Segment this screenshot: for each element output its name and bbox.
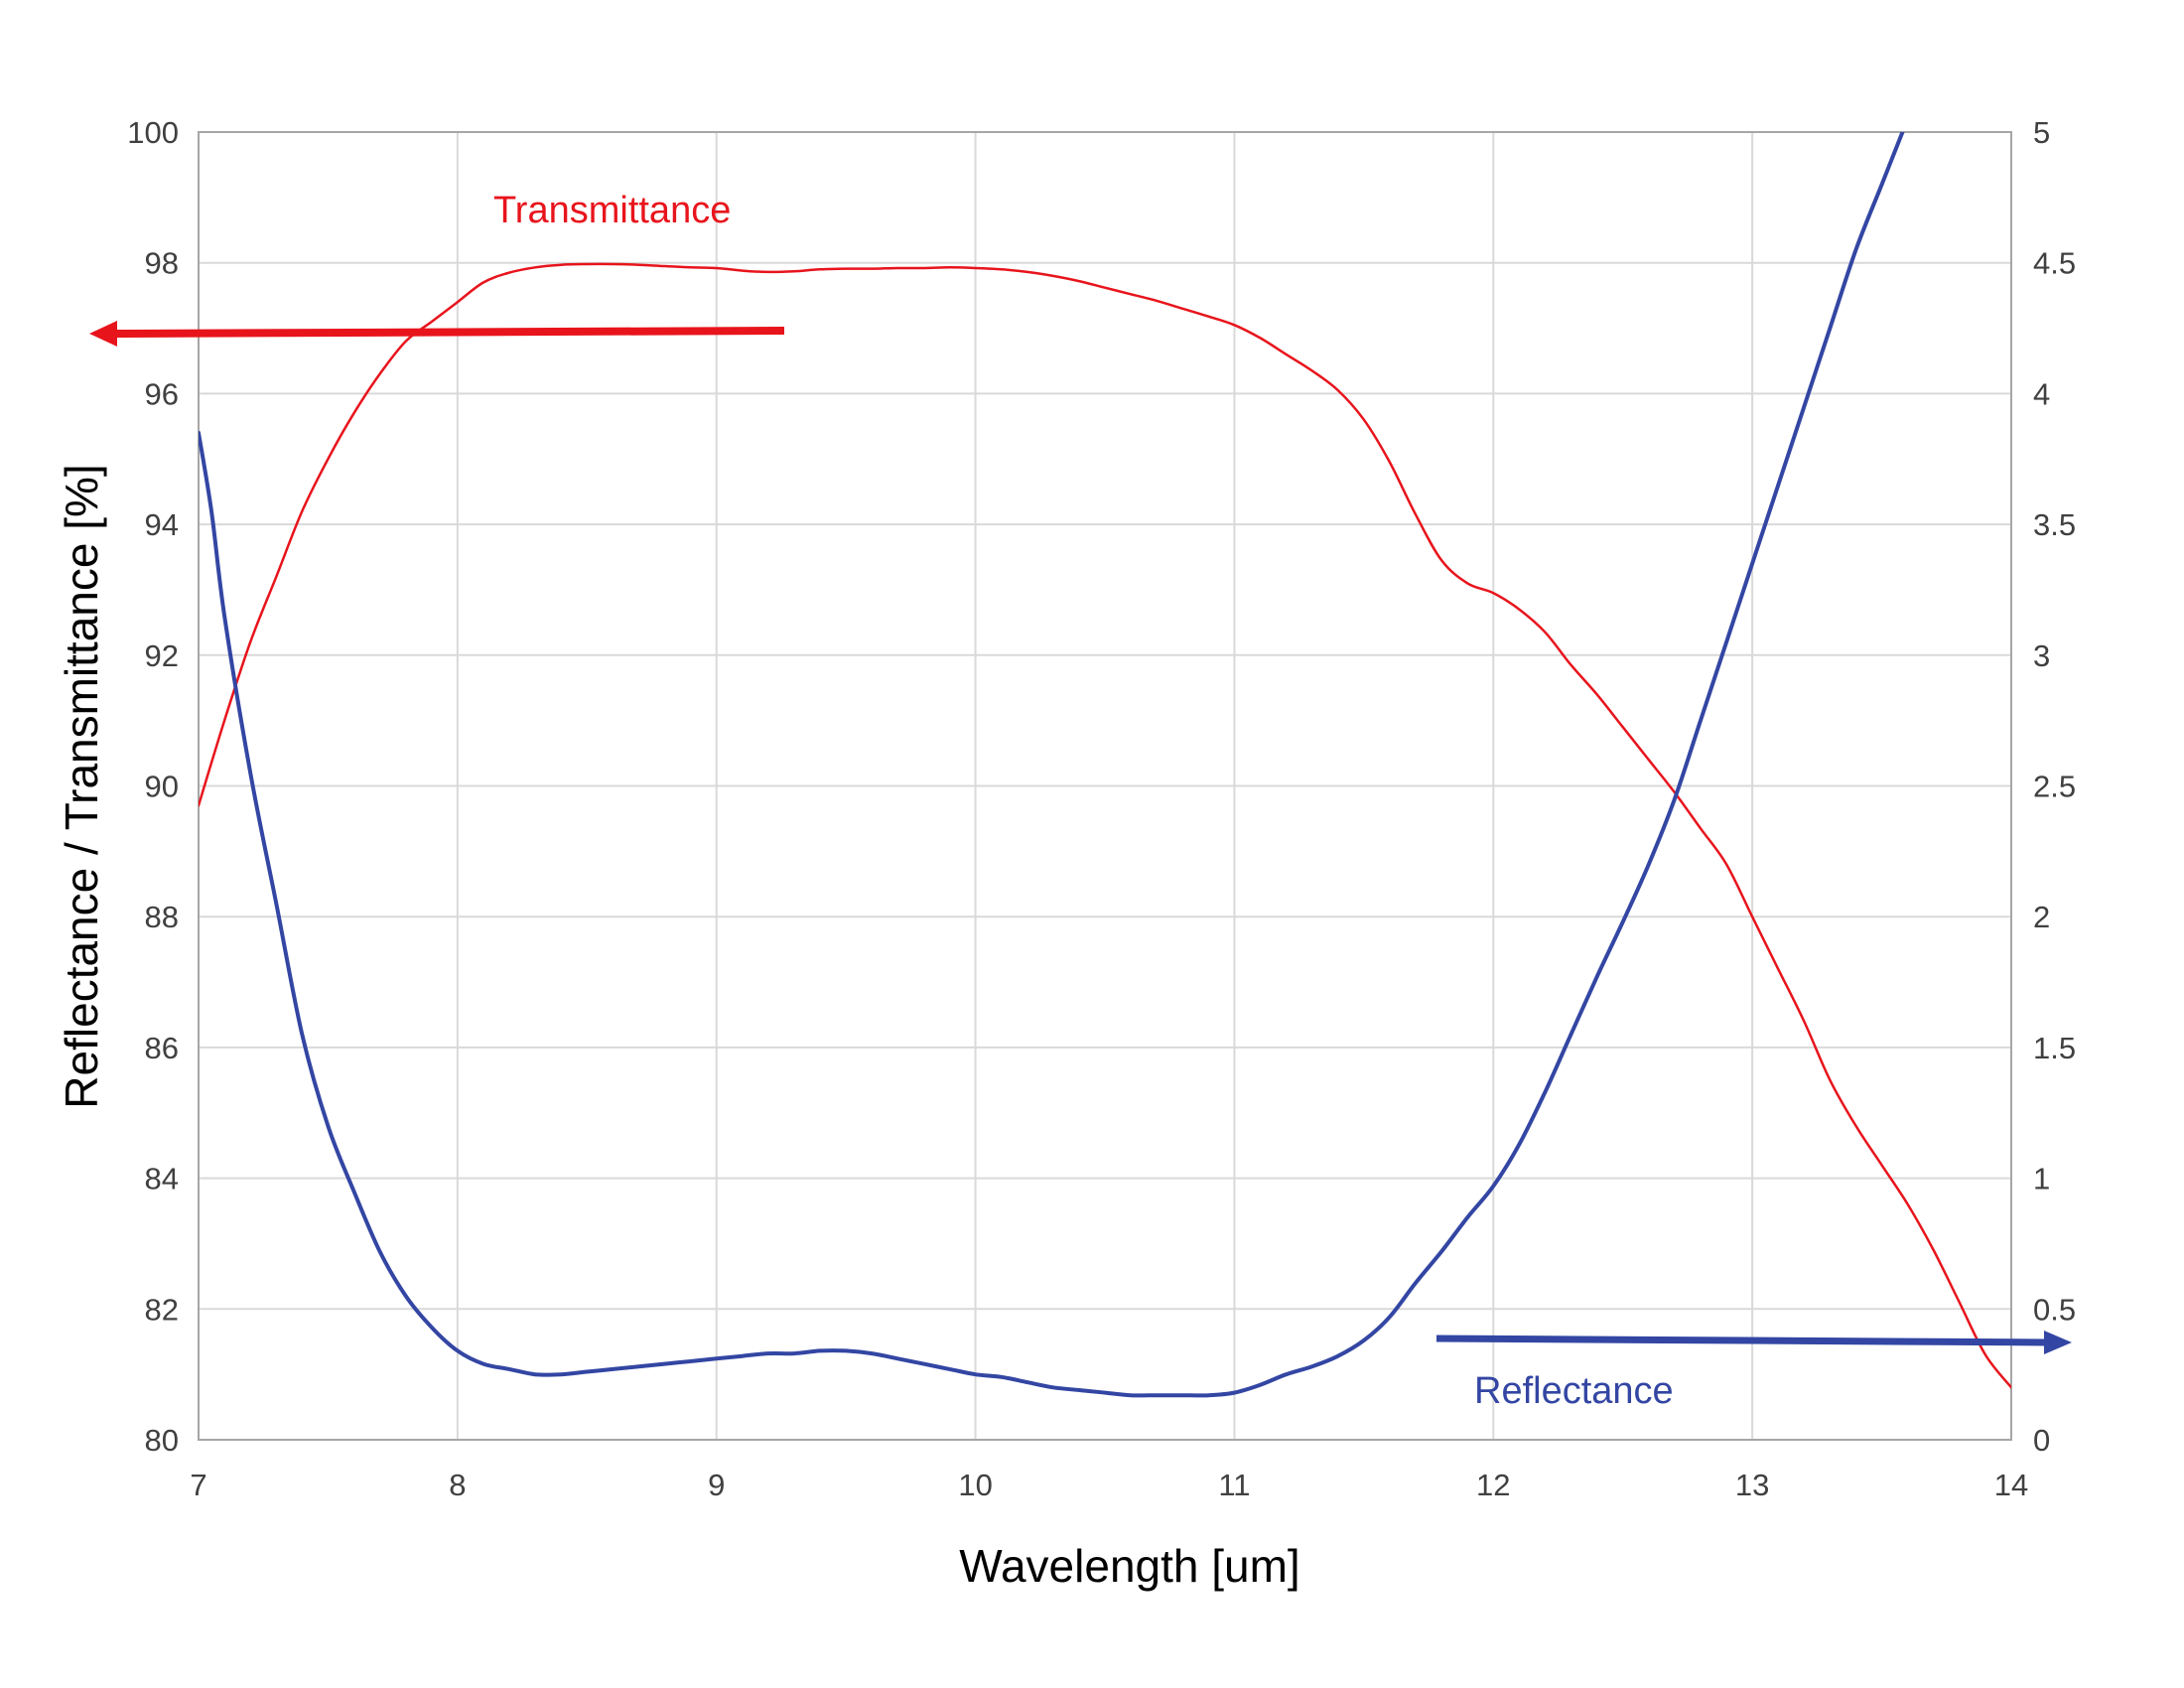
right-y-tick-label: 0 bbox=[2033, 1423, 2050, 1458]
left-y-tick-label: 100 bbox=[127, 115, 179, 150]
transmittance-label: Transmittance bbox=[493, 190, 731, 231]
left-y-tick-label: 94 bbox=[145, 507, 179, 542]
right-y-tick-label: 2 bbox=[2033, 900, 2050, 934]
left-y-tick-label: 90 bbox=[145, 770, 179, 804]
x-tick-label: 7 bbox=[190, 1468, 206, 1502]
right-y-tick-label: 0.5 bbox=[2033, 1292, 2076, 1327]
reflectance-label: Reflectance bbox=[1474, 1370, 1674, 1412]
series-layer bbox=[199, 132, 2011, 1398]
right-y-tick-label: 1 bbox=[2033, 1162, 2050, 1196]
right-y-tick-label: 2.5 bbox=[2033, 770, 2076, 804]
x-tick-label: 10 bbox=[958, 1468, 992, 1502]
gridlines bbox=[198, 131, 2012, 1441]
left-y-tick-label: 84 bbox=[145, 1162, 179, 1196]
left-y-tick-label: 88 bbox=[145, 900, 179, 934]
x-tick-labels: 7 8 9 10 11 12 13 14 bbox=[190, 1468, 2028, 1502]
transmittance-left-axis-arrow bbox=[89, 321, 785, 347]
right-y-tick-label: 1.5 bbox=[2033, 1031, 2076, 1065]
transmittance-series-line bbox=[199, 262, 2011, 1389]
right-y-tick-label: 3.5 bbox=[2033, 507, 2076, 542]
x-tick-label: 9 bbox=[708, 1468, 725, 1502]
right-y-tick-label: 4 bbox=[2033, 376, 2050, 411]
y-axis-title: Reflectance / Transmittance [%] bbox=[56, 464, 107, 1108]
left-y-tick-label: 82 bbox=[145, 1292, 179, 1327]
left-y-tick-label: 98 bbox=[145, 246, 179, 281]
right-y-tick-labels: 0 0.5 1 1.5 2 2.5 3 3.5 4 4.5 5 bbox=[2033, 115, 2076, 1458]
left-y-tick-label: 92 bbox=[145, 638, 179, 673]
x-tick-label: 11 bbox=[1218, 1468, 1250, 1502]
x-tick-label: 13 bbox=[1735, 1468, 1769, 1502]
reflectance-right-axis-arrow bbox=[1435, 1331, 2072, 1354]
left-y-tick-label: 86 bbox=[145, 1031, 179, 1065]
right-y-tick-label: 3 bbox=[2033, 638, 2050, 673]
x-axis-title: Wavelength [um] bbox=[959, 1540, 1299, 1592]
left-y-tick-label: 96 bbox=[145, 376, 179, 411]
x-tick-label: 14 bbox=[1994, 1468, 2028, 1502]
x-tick-label: 12 bbox=[1476, 1468, 1510, 1502]
x-tick-label: 8 bbox=[449, 1468, 466, 1502]
reflectance-series-line bbox=[199, 132, 1905, 1398]
right-y-tick-label: 4.5 bbox=[2033, 246, 2076, 281]
left-y-tick-label: 80 bbox=[145, 1423, 179, 1458]
plot-frame bbox=[198, 131, 2012, 1441]
right-y-tick-label: 5 bbox=[2033, 115, 2050, 150]
left-y-tick-labels: 80 82 84 86 88 90 92 94 96 98 100 bbox=[127, 115, 179, 1458]
